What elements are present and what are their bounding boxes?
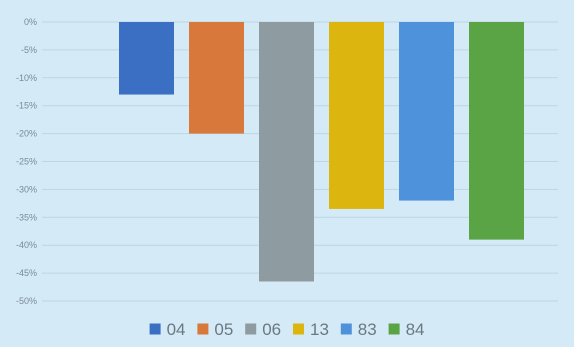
legend-item-04: 04 xyxy=(149,320,186,339)
legend-swatch xyxy=(293,323,304,335)
legend-swatch xyxy=(245,323,257,335)
y-tick-label: -15% xyxy=(16,101,37,111)
bar-13 xyxy=(329,22,384,209)
y-tick-label: -5% xyxy=(21,45,37,55)
legend-item-83: 83 xyxy=(340,320,377,339)
legend-label: 84 xyxy=(406,320,425,339)
legend-label: 06 xyxy=(262,320,281,339)
bar-84 xyxy=(469,22,524,240)
legend-swatch xyxy=(149,323,161,335)
legend-label: 05 xyxy=(214,320,233,339)
y-tick-label: -40% xyxy=(16,240,37,250)
legend-item-13: 13 xyxy=(293,320,329,339)
y-tick-label: -30% xyxy=(16,184,37,194)
legend-item-05: 05 xyxy=(197,320,233,339)
legend-swatch xyxy=(388,323,400,335)
legend-label: 83 xyxy=(358,320,377,339)
legend-item-06: 06 xyxy=(245,320,281,339)
y-tick-label: -20% xyxy=(16,129,37,139)
legend-label: 13 xyxy=(310,320,329,339)
legend: 04 05 06 13 83 84 xyxy=(149,320,425,339)
legend-swatch xyxy=(340,323,352,335)
y-tick-label: -35% xyxy=(16,212,37,222)
bars xyxy=(119,22,524,282)
y-tick-label: -25% xyxy=(16,157,37,167)
legend-swatch xyxy=(197,323,209,335)
y-tick-label: -45% xyxy=(16,268,37,278)
y-tick-label: -10% xyxy=(16,73,37,83)
bar-05 xyxy=(189,22,244,134)
y-tick-label: -50% xyxy=(16,296,37,306)
y-axis-tick-labels: 0% -5% -10% -15% -20% -25% -30% -35% -40% -45% -50… xyxy=(16,17,37,306)
y-tick-label: 0% xyxy=(24,17,37,27)
bar-04 xyxy=(119,22,174,95)
bar-83 xyxy=(399,22,454,201)
legend-item-84: 84 xyxy=(388,320,425,339)
legend-label: 04 xyxy=(167,320,186,339)
bar-06 xyxy=(259,22,314,282)
